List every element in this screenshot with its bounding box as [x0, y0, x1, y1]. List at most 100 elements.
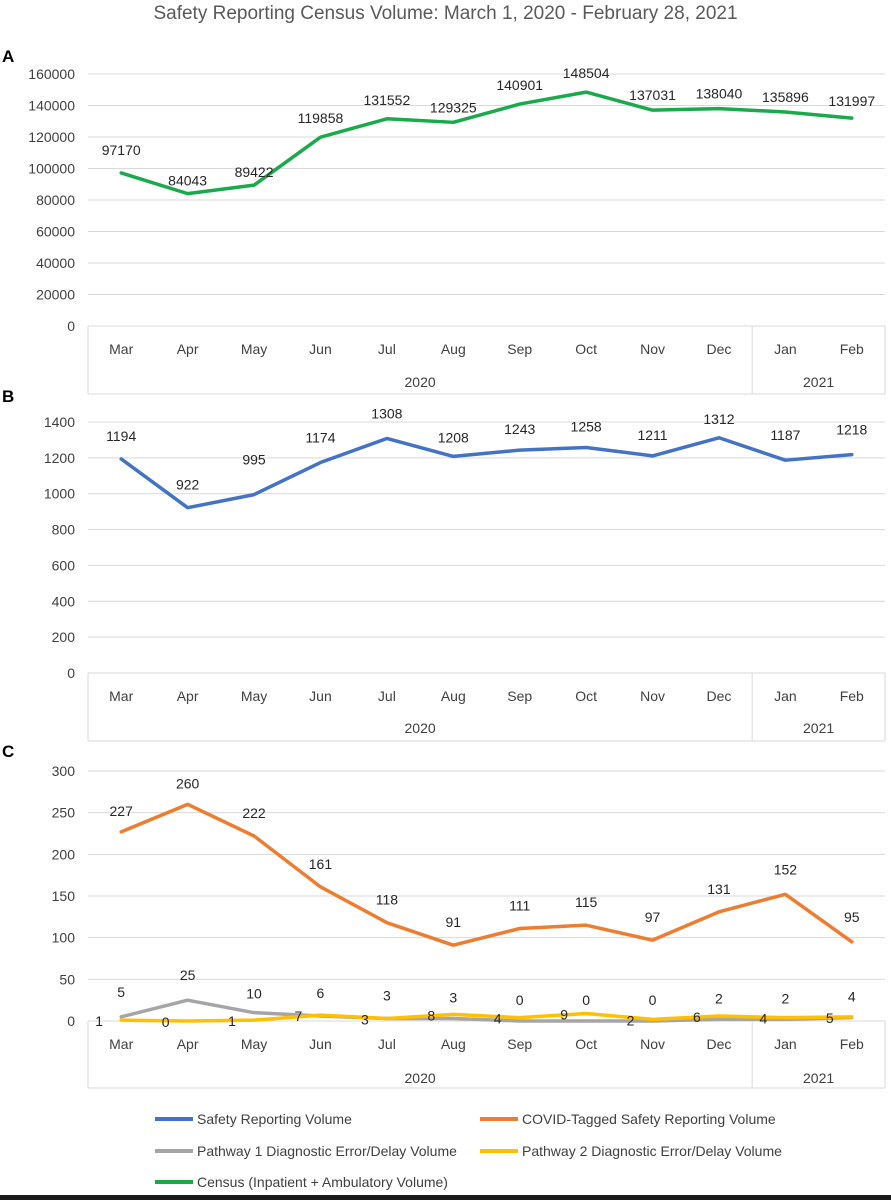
panel-letter-a: A [2, 47, 14, 66]
data-label-c-covid-jun: 161 [309, 856, 333, 872]
year-label-b-2021: 2021 [803, 720, 834, 736]
data-label-a-census-mar: 97170 [102, 142, 141, 158]
x-tick-label-c-jul: Jul [378, 1036, 396, 1052]
x-tick-label-c-may: May [241, 1036, 267, 1052]
data-label-a-census-sep: 140901 [496, 77, 543, 93]
data-label-b-safety-feb: 1218 [836, 422, 867, 438]
y-tick-label-c-50: 50 [59, 971, 75, 987]
x-tick-label-a-mar: Mar [109, 341, 133, 357]
data-label-c-pathway1-jun: 6 [317, 985, 325, 1001]
y-tick-label-a-20000: 20000 [36, 287, 75, 303]
series-line-c-covid [119, 802, 854, 947]
y-tick-label-c-200: 200 [52, 846, 76, 862]
data-label-c-pathway2-nov: 2 [627, 1012, 635, 1028]
data-label-b-safety-jun: 1174 [305, 430, 335, 446]
data-label-c-covid-jul: 118 [376, 892, 399, 908]
series-line-a-census [119, 90, 854, 196]
data-label-c-covid-aug: 91 [446, 914, 462, 930]
y-tick-label-c-150: 150 [52, 888, 76, 904]
data-label-c-pathway1-nov: 0 [649, 992, 657, 1008]
series-line-b-safety [119, 436, 854, 510]
x-tick-label-b-aug: Aug [441, 688, 466, 704]
series-line-c-pathway2 [119, 1011, 854, 1023]
x-tick-label-b-dec: Dec [707, 688, 732, 704]
bottom-edge-bar [0, 1195, 891, 1200]
data-label-c-pathway2-feb: 5 [826, 1010, 834, 1026]
y-tick-label-c-0: 0 [67, 1013, 75, 1029]
y-tick-label-a-60000: 60000 [36, 224, 75, 240]
y-tick-label-b-1200: 1200 [44, 450, 75, 466]
x-tick-label-c-aug: Aug [441, 1036, 466, 1052]
data-label-a-census-jun: 119858 [298, 110, 344, 126]
x-tick-label-a-jun: Jun [309, 341, 332, 357]
x-tick-label-b-feb: Feb [840, 688, 864, 704]
x-tick-label-a-jan: Jan [774, 341, 797, 357]
data-label-c-pathway1-dec: 2 [715, 990, 723, 1006]
x-tick-label-b-sep: Sep [507, 688, 532, 704]
data-label-a-census-jul: 131552 [364, 92, 411, 108]
data-label-c-pathway1-feb: 4 [848, 989, 856, 1005]
data-label-a-census-oct: 148504 [563, 65, 610, 81]
x-tick-label-a-feb: Feb [840, 341, 864, 357]
y-tick-label-b-0: 0 [67, 665, 75, 681]
x-tick-label-b-oct: Oct [575, 688, 597, 704]
y-tick-label-c-250: 250 [52, 805, 76, 821]
data-label-c-pathway1-may: 10 [246, 986, 262, 1002]
data-label-a-census-jan: 135896 [762, 89, 809, 105]
data-label-b-safety-jan: 1187 [770, 427, 800, 443]
x-tick-label-a-jul: Jul [378, 341, 396, 357]
y-tick-label-b-1000: 1000 [44, 486, 75, 502]
data-label-c-covid-may: 222 [242, 805, 266, 821]
data-label-b-safety-aug: 1208 [438, 429, 469, 445]
page-title: Safety Reporting Census Volume: March 1,… [153, 3, 738, 24]
data-label-c-pathway2-mar: 1 [95, 1013, 103, 1029]
panel-letter-b: B [2, 387, 14, 406]
y-tick-label-a-120000: 120000 [28, 129, 75, 145]
data-label-c-pathway1-jan: 2 [781, 990, 789, 1006]
y-tick-label-c-100: 100 [52, 930, 76, 946]
data-label-b-safety-oct: 1258 [571, 418, 602, 434]
x-tick-label-c-feb: Feb [840, 1036, 864, 1052]
year-label-c-2020: 2020 [405, 1070, 436, 1086]
data-label-c-pathway2-jan: 4 [759, 1011, 767, 1027]
data-label-c-pathway2-may: 1 [228, 1013, 236, 1029]
data-label-c-pathway2-jun: 7 [295, 1008, 303, 1024]
data-label-a-census-apr: 84043 [168, 173, 207, 189]
x-tick-label-a-dec: Dec [707, 341, 732, 357]
data-label-c-pathway2-apr: 0 [162, 1014, 170, 1030]
data-label-c-pathway1-aug: 3 [449, 990, 457, 1006]
x-tick-label-b-jun: Jun [309, 688, 332, 704]
data-label-c-pathway1-sep: 0 [516, 992, 524, 1008]
data-label-c-covid-feb: 95 [844, 909, 860, 925]
data-label-c-pathway2-dec: 6 [693, 1009, 701, 1025]
x-tick-label-a-sep: Sep [507, 341, 532, 357]
data-label-c-covid-mar: 227 [110, 803, 134, 819]
x-tick-label-b-jan: Jan [774, 688, 797, 704]
data-label-a-census-feb: 131997 [828, 93, 875, 109]
x-tick-label-a-may: May [241, 341, 267, 357]
y-tick-label-a-160000: 160000 [28, 66, 75, 82]
data-label-b-safety-nov: 1211 [637, 427, 667, 443]
y-tick-label-b-400: 400 [52, 593, 76, 609]
data-label-c-covid-oct: 115 [575, 894, 598, 910]
data-label-b-safety-apr: 922 [176, 477, 200, 493]
x-tick-label-b-apr: Apr [177, 688, 199, 704]
data-label-c-covid-jan: 152 [774, 861, 798, 877]
y-tick-label-a-0: 0 [67, 318, 75, 334]
x-tick-label-b-may: May [241, 688, 267, 704]
data-label-b-safety-jul: 1308 [371, 405, 402, 421]
x-tick-label-c-oct: Oct [575, 1036, 597, 1052]
x-tick-label-b-mar: Mar [109, 688, 133, 704]
y-tick-label-a-100000: 100000 [28, 161, 75, 177]
y-tick-label-a-140000: 140000 [28, 98, 75, 114]
x-tick-label-c-jun: Jun [309, 1036, 332, 1052]
data-label-c-pathway2-jul: 3 [361, 1012, 369, 1028]
data-label-c-covid-nov: 97 [645, 909, 661, 925]
x-tick-label-a-nov: Nov [640, 341, 665, 357]
year-label-a-2021: 2021 [803, 374, 834, 390]
data-label-c-pathway1-apr: 25 [180, 967, 196, 983]
data-label-a-census-dec: 138040 [696, 86, 743, 102]
x-tick-label-c-dec: Dec [707, 1036, 732, 1052]
data-label-c-pathway1-mar: 5 [117, 984, 125, 1000]
data-label-c-pathway2-aug: 8 [427, 1007, 435, 1023]
